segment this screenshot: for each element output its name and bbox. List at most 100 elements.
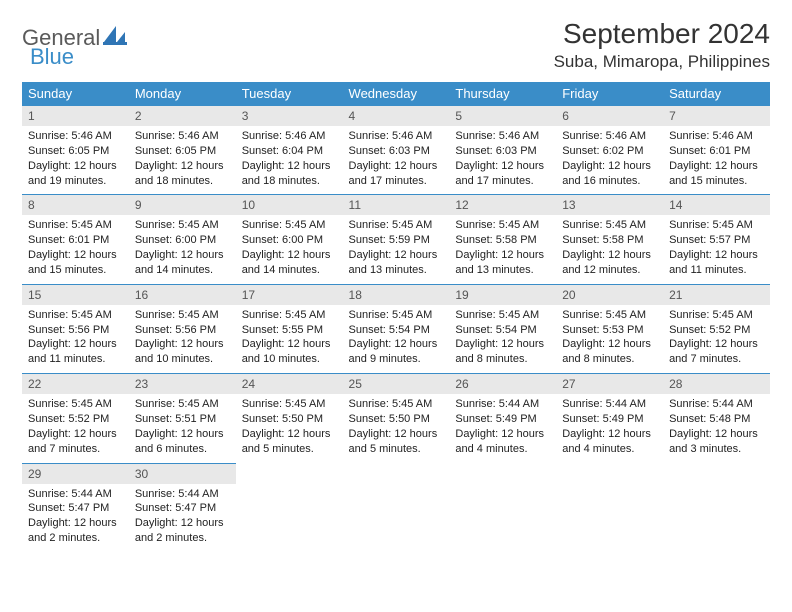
sunrise-time: 5:45 AM	[178, 219, 218, 231]
daylight-duration: 12 hours and 9 minutes.	[349, 338, 438, 365]
sunset-time: 5:52 PM	[709, 324, 750, 336]
sunset-time: 6:03 PM	[389, 145, 430, 157]
day-details: Sunrise: 5:46 AMSunset: 6:01 PMDaylight:…	[663, 126, 770, 194]
day-number: 29	[22, 464, 129, 484]
day-details: Sunrise: 5:45 AMSunset: 5:58 PMDaylight:…	[556, 215, 663, 283]
calendar-day-cell	[236, 463, 343, 552]
day-details: Sunrise: 5:45 AMSunset: 5:51 PMDaylight:…	[129, 394, 236, 462]
day-number: 26	[449, 374, 556, 394]
sunset-time: 5:54 PM	[496, 324, 537, 336]
daylight-duration: 12 hours and 14 minutes.	[135, 249, 224, 276]
sunrise-time: 5:45 AM	[285, 309, 325, 321]
day-details: Sunrise: 5:44 AMSunset: 5:49 PMDaylight:…	[556, 394, 663, 462]
daylight-duration: 12 hours and 2 minutes.	[28, 517, 117, 544]
sunrise-time: 5:46 AM	[178, 130, 218, 142]
day-number: 12	[449, 195, 556, 215]
sunset-time: 5:49 PM	[603, 413, 644, 425]
daylight-duration: 12 hours and 5 minutes.	[349, 428, 438, 455]
day-number: 22	[22, 374, 129, 394]
daylight-duration: 12 hours and 16 minutes.	[562, 160, 651, 187]
calendar-day-cell: 23Sunrise: 5:45 AMSunset: 5:51 PMDayligh…	[129, 374, 236, 463]
weekday-header: Wednesday	[343, 82, 450, 106]
day-details: Sunrise: 5:46 AMSunset: 6:03 PMDaylight:…	[343, 126, 450, 194]
sunset-time: 5:52 PM	[68, 413, 109, 425]
sunrise-time: 5:45 AM	[606, 219, 646, 231]
calendar-day-cell: 26Sunrise: 5:44 AMSunset: 5:49 PMDayligh…	[449, 374, 556, 463]
day-details: Sunrise: 5:44 AMSunset: 5:49 PMDaylight:…	[449, 394, 556, 462]
calendar-day-cell: 12Sunrise: 5:45 AMSunset: 5:58 PMDayligh…	[449, 195, 556, 284]
day-details: Sunrise: 5:46 AMSunset: 6:05 PMDaylight:…	[22, 126, 129, 194]
sunrise-time: 5:45 AM	[392, 309, 432, 321]
day-details: Sunrise: 5:45 AMSunset: 5:52 PMDaylight:…	[22, 394, 129, 462]
calendar-day-cell: 8Sunrise: 5:45 AMSunset: 6:01 PMDaylight…	[22, 195, 129, 284]
daylight-duration: 12 hours and 15 minutes.	[669, 160, 758, 187]
calendar-day-cell: 16Sunrise: 5:45 AMSunset: 5:56 PMDayligh…	[129, 284, 236, 373]
day-details: Sunrise: 5:45 AMSunset: 5:59 PMDaylight:…	[343, 215, 450, 283]
sunrise-time: 5:45 AM	[71, 309, 111, 321]
day-number: 1	[22, 106, 129, 126]
sunrise-time: 5:44 AM	[712, 398, 752, 410]
daylight-duration: 12 hours and 2 minutes.	[135, 517, 224, 544]
day-number: 16	[129, 285, 236, 305]
sunset-time: 5:51 PM	[175, 413, 216, 425]
day-number: 5	[449, 106, 556, 126]
sunrise-time: 5:46 AM	[712, 130, 752, 142]
daylight-duration: 12 hours and 17 minutes.	[455, 160, 544, 187]
calendar-week-row: 8Sunrise: 5:45 AMSunset: 6:01 PMDaylight…	[22, 195, 770, 284]
daylight-duration: 12 hours and 13 minutes.	[455, 249, 544, 276]
calendar-day-cell	[663, 463, 770, 552]
calendar-day-cell: 18Sunrise: 5:45 AMSunset: 5:54 PMDayligh…	[343, 284, 450, 373]
daylight-duration: 12 hours and 14 minutes.	[242, 249, 331, 276]
day-number: 4	[343, 106, 450, 126]
calendar-day-cell: 9Sunrise: 5:45 AMSunset: 6:00 PMDaylight…	[129, 195, 236, 284]
day-number: 14	[663, 195, 770, 215]
calendar-day-cell: 7Sunrise: 5:46 AMSunset: 6:01 PMDaylight…	[663, 106, 770, 195]
day-number: 18	[343, 285, 450, 305]
day-number: 8	[22, 195, 129, 215]
calendar-week-row: 1Sunrise: 5:46 AMSunset: 6:05 PMDaylight…	[22, 106, 770, 195]
day-details: Sunrise: 5:45 AMSunset: 5:55 PMDaylight:…	[236, 305, 343, 373]
day-details: Sunrise: 5:45 AMSunset: 5:53 PMDaylight:…	[556, 305, 663, 373]
daylight-duration: 12 hours and 8 minutes.	[455, 338, 544, 365]
day-number: 11	[343, 195, 450, 215]
sunset-time: 6:01 PM	[709, 145, 750, 157]
sunrise-time: 5:45 AM	[285, 398, 325, 410]
sunrise-time: 5:46 AM	[285, 130, 325, 142]
daylight-duration: 12 hours and 4 minutes.	[455, 428, 544, 455]
sunset-time: 6:03 PM	[496, 145, 537, 157]
sunrise-time: 5:44 AM	[499, 398, 539, 410]
sunset-time: 5:50 PM	[282, 413, 323, 425]
sunrise-time: 5:45 AM	[392, 219, 432, 231]
weekday-header: Saturday	[663, 82, 770, 106]
title-block: September 2024 Suba, Mimaropa, Philippin…	[554, 18, 770, 72]
calendar-day-cell: 3Sunrise: 5:46 AMSunset: 6:04 PMDaylight…	[236, 106, 343, 195]
weekday-header: Thursday	[449, 82, 556, 106]
weekday-header: Friday	[556, 82, 663, 106]
calendar-day-cell	[343, 463, 450, 552]
day-details: Sunrise: 5:45 AMSunset: 5:50 PMDaylight:…	[343, 394, 450, 462]
sunrise-time: 5:45 AM	[499, 219, 539, 231]
day-number: 27	[556, 374, 663, 394]
calendar-day-cell: 14Sunrise: 5:45 AMSunset: 5:57 PMDayligh…	[663, 195, 770, 284]
day-number: 9	[129, 195, 236, 215]
day-number: 28	[663, 374, 770, 394]
daylight-duration: 12 hours and 18 minutes.	[135, 160, 224, 187]
sunrise-time: 5:44 AM	[606, 398, 646, 410]
day-number: 19	[449, 285, 556, 305]
sunset-time: 5:54 PM	[389, 324, 430, 336]
logo-sail-icon	[103, 24, 129, 51]
sunset-time: 5:57 PM	[709, 234, 750, 246]
daylight-duration: 12 hours and 11 minutes.	[669, 249, 758, 276]
calendar-day-cell: 1Sunrise: 5:46 AMSunset: 6:05 PMDaylight…	[22, 106, 129, 195]
sunrise-time: 5:46 AM	[392, 130, 432, 142]
day-number: 25	[343, 374, 450, 394]
day-details: Sunrise: 5:45 AMSunset: 5:56 PMDaylight:…	[129, 305, 236, 373]
calendar-day-cell	[556, 463, 663, 552]
day-details: Sunrise: 5:45 AMSunset: 5:52 PMDaylight:…	[663, 305, 770, 373]
sunrise-time: 5:45 AM	[712, 219, 752, 231]
day-number: 13	[556, 195, 663, 215]
location-text: Suba, Mimaropa, Philippines	[554, 52, 770, 72]
sunrise-time: 5:45 AM	[606, 309, 646, 321]
daylight-duration: 12 hours and 18 minutes.	[242, 160, 331, 187]
calendar-day-cell: 17Sunrise: 5:45 AMSunset: 5:55 PMDayligh…	[236, 284, 343, 373]
